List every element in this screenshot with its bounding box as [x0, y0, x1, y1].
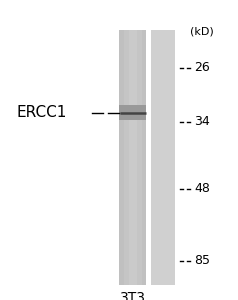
Bar — [119, 30, 146, 285]
Text: (kD): (kD) — [190, 26, 214, 37]
Text: 34: 34 — [194, 115, 210, 128]
Text: ERCC1: ERCC1 — [16, 105, 67, 120]
Bar — [119, 105, 146, 120]
Text: 48: 48 — [194, 182, 210, 196]
Text: 26: 26 — [194, 61, 210, 74]
Text: 85: 85 — [194, 254, 210, 268]
Bar — [151, 30, 175, 285]
Bar — [129, 30, 137, 285]
Bar — [124, 30, 142, 285]
Text: 3T3: 3T3 — [120, 291, 146, 300]
